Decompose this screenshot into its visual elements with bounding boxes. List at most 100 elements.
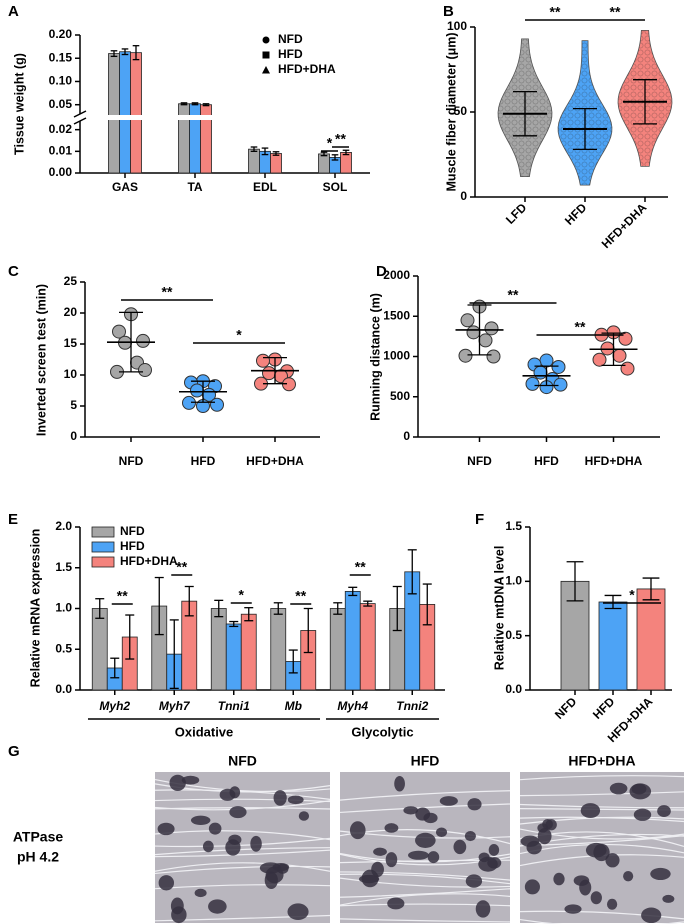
y-tick-label: 0	[460, 189, 467, 203]
micrograph-fiber-edge	[339, 871, 511, 881]
micrograph-title: HFD+DHA	[568, 753, 635, 769]
micrograph-dark-fiber	[553, 872, 565, 886]
y-axis-label: Relative mRNA expression	[28, 529, 42, 688]
micrograph-title: HFD	[411, 753, 440, 769]
y-axis-label: Relative mtDNA level	[492, 546, 506, 671]
micrograph-dark-fiber	[641, 907, 662, 924]
micrograph-dark-fiber	[579, 879, 592, 896]
micrograph-dark-fiber	[623, 870, 634, 882]
y-tick-label: 0.01	[49, 144, 73, 158]
micrograph-dark-fiber	[384, 823, 399, 833]
micrograph-fiber-edge	[154, 862, 331, 872]
x-tick-label: HFD+DHA	[246, 454, 304, 468]
data-point	[600, 341, 615, 356]
panel-label: B	[443, 3, 454, 20]
bar	[270, 153, 282, 174]
y-tick-label: 500	[390, 389, 410, 403]
x-tick-label: NFD	[119, 454, 144, 468]
y-tick-label: 1.0	[55, 601, 72, 615]
y-tick-label: 1000	[383, 349, 410, 363]
data-point	[539, 353, 554, 368]
x-tick-label: NFD	[552, 694, 580, 722]
data-point	[112, 324, 126, 339]
x-tick-label: Myh2	[99, 699, 130, 713]
y-tick-label: 1500	[383, 308, 410, 322]
data-point	[592, 352, 607, 367]
data-point	[484, 321, 499, 336]
micrograph-fiber-edge	[519, 791, 685, 797]
bar	[240, 613, 257, 691]
y-tick-label: 0	[403, 429, 410, 443]
data-point	[256, 353, 270, 368]
row-label: pH 4.2	[17, 849, 59, 865]
micrograph-dark-fiber	[415, 832, 436, 848]
legend-label: NFD	[120, 524, 145, 538]
bar	[270, 608, 287, 691]
significance-label: **	[295, 588, 306, 604]
micrograph-dark-fiber	[208, 822, 222, 835]
y-tick-label: 100	[447, 19, 467, 33]
bar	[344, 590, 361, 691]
micrograph-dark-fiber	[181, 775, 200, 785]
legend-marker	[262, 51, 270, 59]
micrograph-dark-fiber	[427, 851, 440, 864]
data-point	[620, 361, 635, 376]
significance-label: *	[327, 135, 333, 151]
y-tick-label: 2.0	[55, 519, 72, 533]
micrograph-fiber-edge	[154, 849, 331, 858]
bar	[318, 153, 330, 174]
data-point	[136, 333, 150, 348]
x-tick-label: TA	[187, 180, 202, 194]
micrograph-dark-fiber	[436, 827, 448, 837]
micrograph-fiber-edge	[154, 884, 331, 890]
legend-marker	[262, 66, 270, 74]
panel-label: C	[8, 263, 19, 280]
micrograph-dark-fiber	[609, 782, 628, 795]
micrograph-fiber-edge	[339, 918, 511, 923]
y-tick-label: 0.0	[55, 682, 72, 696]
data-point	[466, 325, 481, 340]
x-tick-label: HFD	[562, 200, 590, 228]
significance-label: **	[550, 4, 561, 20]
y-tick-label: 0.00	[49, 165, 73, 179]
legend-label: HFD+DHA	[278, 62, 336, 76]
bar	[119, 51, 131, 174]
x-tick-label: LFD	[503, 200, 530, 227]
micrograph-dark-fiber	[423, 812, 438, 824]
data-point	[190, 383, 204, 398]
significance-label: **	[610, 4, 621, 20]
y-tick-label: 0.0	[505, 682, 522, 696]
micrograph-fiber-edge	[154, 798, 331, 803]
y-tick-label: 0.5	[55, 641, 72, 655]
x-tick-label: Myh4	[337, 699, 368, 713]
micrograph-dark-fiber	[465, 874, 483, 888]
legend-label: HFD	[120, 539, 145, 553]
micrograph-dark-fiber	[394, 776, 405, 792]
significance-label: **	[508, 287, 519, 303]
bar	[200, 104, 212, 174]
legend-label: HFD+DHA	[120, 554, 178, 568]
y-axis-label: Running distance (m)	[368, 293, 382, 421]
micrograph-fiber-edge	[339, 790, 511, 801]
micrograph-fiber-edge	[339, 873, 511, 885]
x-tick-label: Tnni2	[396, 699, 428, 713]
micrograph-fiber-edge	[154, 847, 331, 856]
micrograph-dark-fiber	[202, 840, 214, 853]
micrograph-dark-fiber	[606, 898, 618, 910]
group-label: Oxidative	[175, 724, 234, 739]
data-point	[618, 331, 633, 346]
bar	[108, 53, 120, 174]
group-label: Glycolytic	[351, 724, 413, 739]
micrograph-dark-fiber	[487, 857, 502, 869]
micrograph-dark-fiber	[408, 850, 429, 860]
micrograph-fiber-edge	[154, 837, 331, 848]
y-tick-label: 0.20	[49, 27, 73, 41]
bar	[91, 608, 108, 691]
x-tick-label: Mb	[285, 699, 302, 713]
micrograph-dark-fiber	[273, 790, 287, 806]
y-axis-label: Muscle fiber diameter (μm)	[444, 32, 458, 191]
data-point	[460, 313, 475, 328]
bar	[178, 103, 190, 174]
micrograph-dark-fiber	[219, 788, 236, 801]
significance-label: *	[239, 587, 245, 603]
